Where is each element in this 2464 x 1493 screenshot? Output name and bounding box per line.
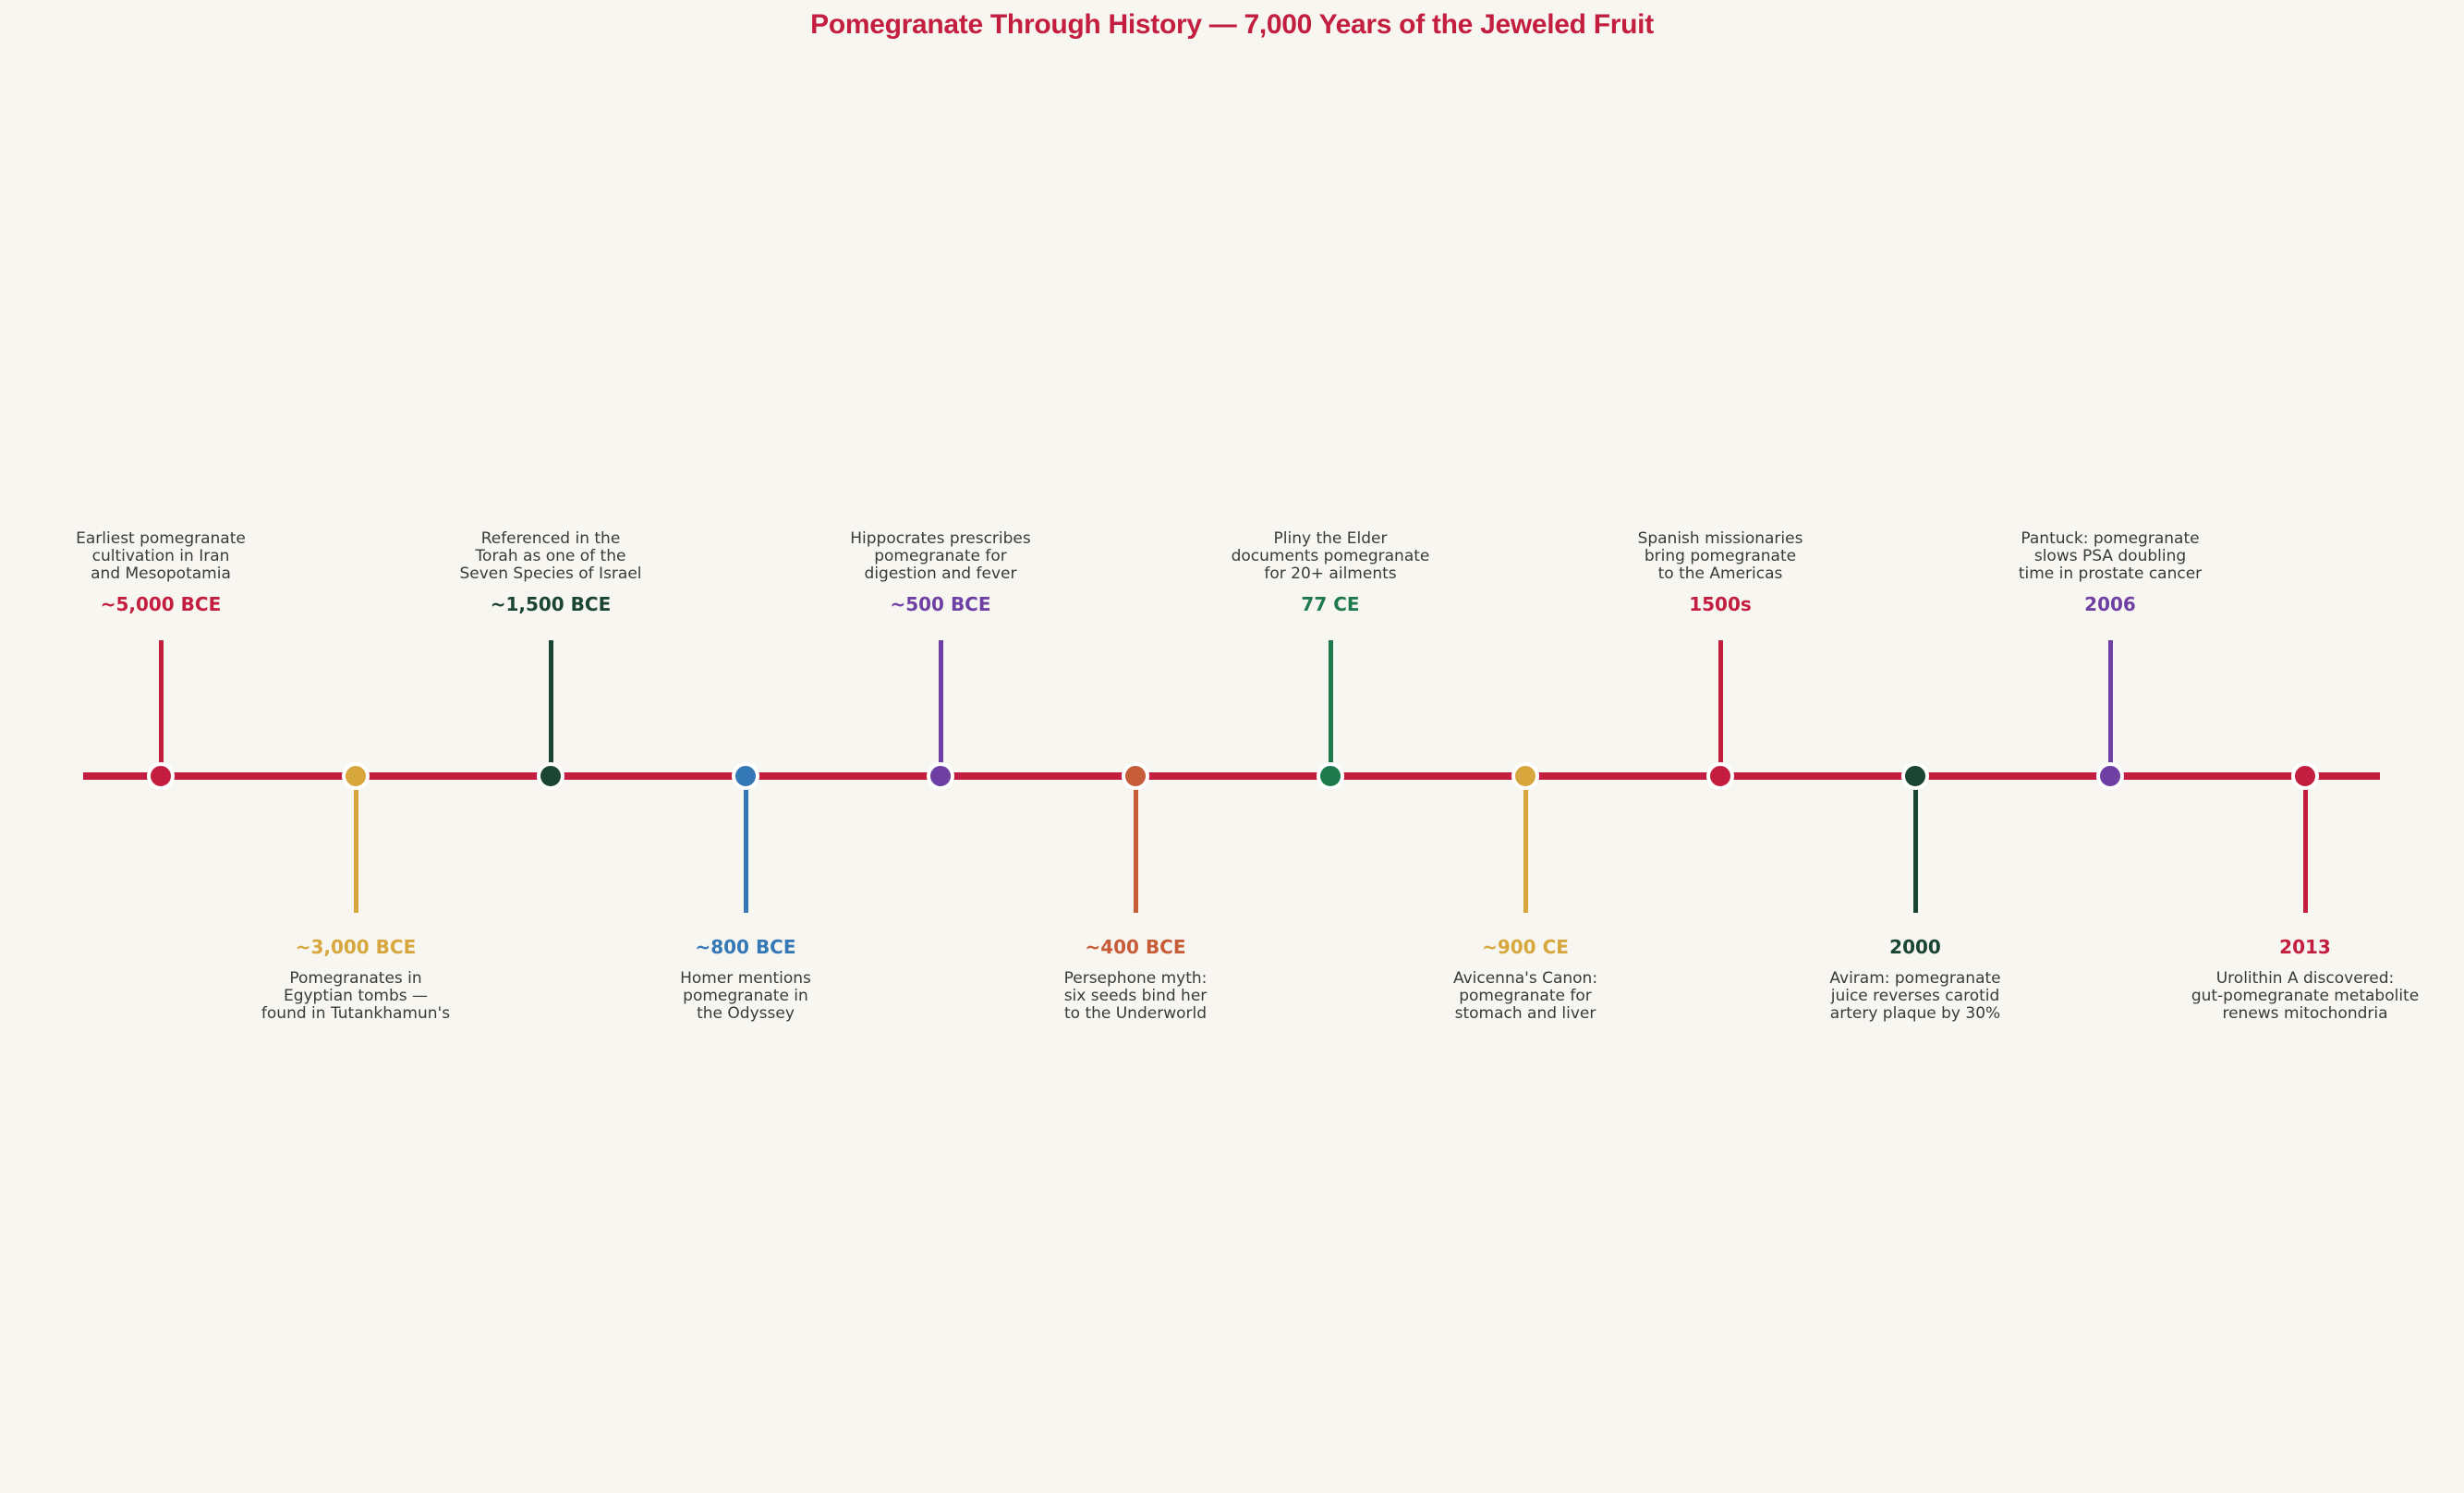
event-description: Referenced in the Torah as one of the Se… (459, 529, 642, 583)
event-marker-dot (1511, 762, 1539, 790)
event-description: Avicenna's Canon: pomegranate for stomac… (1452, 969, 1598, 1023)
event-stem (2302, 776, 2308, 913)
event-marker-dot (1706, 762, 1734, 790)
event-description: Aviram: pomegranate juice reverses carot… (1829, 969, 2001, 1023)
event-description: Homer mentions pomegranate in the Odysse… (680, 969, 811, 1023)
event-date: 2006 (2084, 593, 2136, 615)
event-stem (938, 640, 943, 776)
event-date: ~500 BCE (890, 593, 991, 615)
event-marker-dot (537, 762, 564, 790)
event-date: ~1,500 BCE (490, 593, 612, 615)
event-stem (1718, 640, 1723, 776)
event-date: 1500s (1689, 593, 1752, 615)
event-marker-dot (1122, 762, 1149, 790)
event-marker-dot (1317, 762, 1344, 790)
event-date: ~3,000 BCE (295, 936, 417, 958)
event-description: Hippocrates prescribes pomegranate for d… (850, 529, 1031, 583)
event-stem (1133, 776, 1138, 913)
timeline-axis (83, 772, 2380, 780)
event-date: ~400 BCE (1085, 936, 1186, 958)
event-date: ~5,000 BCE (100, 593, 222, 615)
event-date: 2013 (2279, 936, 2331, 958)
event-description: Urolithin A discovered: gut-pomegranate … (2191, 969, 2420, 1023)
event-stem (743, 776, 748, 913)
event-stem (548, 640, 553, 776)
event-stem (353, 776, 358, 913)
event-marker-dot (1901, 762, 1929, 790)
event-marker-dot (342, 762, 370, 790)
event-description: Pantuck: pomegranate slows PSA doubling … (2018, 529, 2203, 583)
event-marker-dot (2291, 762, 2319, 790)
event-date: ~800 BCE (695, 936, 796, 958)
event-date: 77 CE (1301, 593, 1360, 615)
event-description: Spanish missionaries bring pomegranate t… (1637, 529, 1803, 583)
event-date: ~900 CE (1482, 936, 1569, 958)
event-marker-dot (927, 762, 954, 790)
event-description: Pomegranates in Egyptian tombs — found i… (261, 969, 451, 1023)
event-stem (1328, 640, 1333, 776)
event-stem (1912, 776, 1918, 913)
event-stem (158, 640, 164, 776)
event-marker-dot (732, 762, 759, 790)
event-description: Pliny the Elder documents pomegranate fo… (1231, 529, 1430, 583)
event-date: 2000 (1889, 936, 1941, 958)
chart-title: Pomegranate Through History — 7,000 Year… (810, 9, 1654, 40)
event-description: Earliest pomegranate cultivation in Iran… (76, 529, 246, 583)
event-marker-dot (147, 762, 175, 790)
event-description: Persephone myth: six seeds bind her to t… (1063, 969, 1208, 1023)
event-stem (2107, 640, 2113, 776)
event-stem (1523, 776, 1528, 913)
event-marker-dot (2096, 762, 2124, 790)
